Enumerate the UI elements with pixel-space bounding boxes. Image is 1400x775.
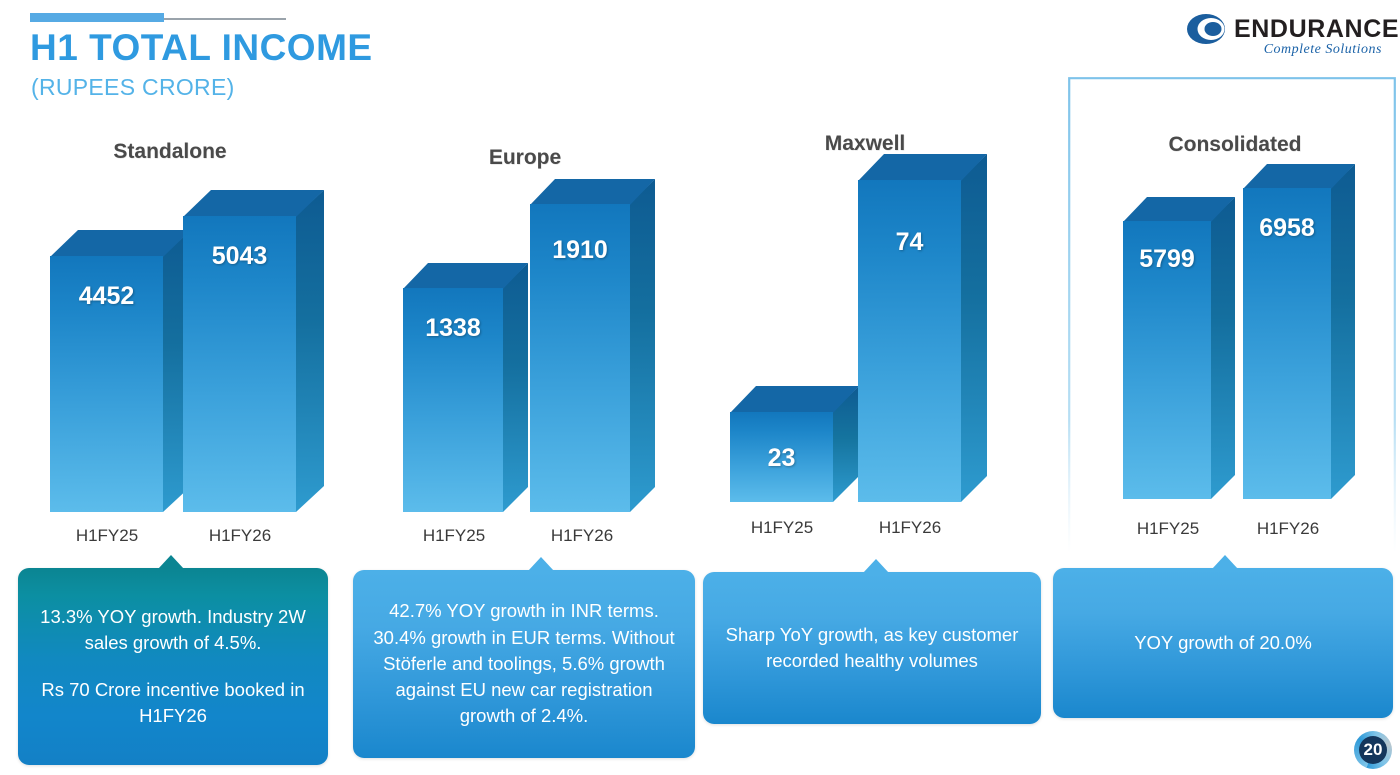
axis-label-h1fy26: H1FY26 bbox=[208, 526, 272, 545]
callout-tail bbox=[863, 559, 889, 573]
bar-front-face bbox=[50, 256, 163, 512]
page-subtitle: (RUPEES CRORE) bbox=[31, 74, 235, 100]
bar-top-face bbox=[403, 263, 528, 289]
axis-label-h1fy25: H1FY25 bbox=[75, 526, 139, 545]
bar-side-face bbox=[630, 179, 655, 512]
axis-label-h1fy26: H1FY26 bbox=[878, 518, 942, 537]
maxwell-callout: Sharp YoY growth, as key customer record… bbox=[703, 559, 1041, 724]
endurance-ring-icon bbox=[1187, 14, 1225, 44]
bar-consolidated-h1fy26[interactable]: 6958 bbox=[1243, 164, 1355, 499]
bar-group-consolidated: Consolidated 5799 H1FY25 bbox=[1085, 133, 1385, 553]
bar-top-face bbox=[530, 179, 655, 205]
group-title: Europe bbox=[488, 146, 562, 169]
consolidated-callout: YOY growth of 20.0% bbox=[1053, 555, 1393, 718]
callout-line: 42.7% YOY growth in INR terms. 30.4% gro… bbox=[373, 600, 675, 727]
bar-europe-h1fy26[interactable]: 1910 bbox=[530, 179, 655, 512]
callout-line: Rs 70 Crore incentive booked in H1FY26 bbox=[41, 678, 305, 726]
header-accent-rule bbox=[164, 18, 286, 20]
axis-label-h1fy26: H1FY26 bbox=[550, 526, 614, 545]
bar-top-face bbox=[1123, 197, 1235, 222]
callout-line: 13.3% YOY growth. Industry 2W sales grow… bbox=[40, 605, 306, 654]
axis-label-h1fy25: H1FY25 bbox=[422, 526, 486, 545]
callout-line: Sharp YoY growth, as key customer record… bbox=[725, 623, 1019, 671]
bar-maxwell-h1fy26[interactable]: 74 bbox=[858, 154, 987, 502]
bar-side-face bbox=[961, 154, 987, 502]
standalone-callout: 13.3% YOY growth. Industry 2W sales grow… bbox=[18, 555, 328, 765]
bar-value-label: 6958 bbox=[1259, 214, 1315, 242]
bar-top-face bbox=[1243, 164, 1355, 189]
bar-value-label: 1338 bbox=[425, 314, 481, 342]
bar-side-face bbox=[1331, 164, 1355, 499]
brand-logo: ENDURANCE Complete Solutions bbox=[1176, 8, 1399, 66]
bar-value-label: 23 bbox=[767, 444, 796, 472]
page-title: H1 TOTAL INCOME bbox=[30, 27, 373, 68]
bar-top-face bbox=[730, 386, 859, 413]
bar-value-label: 74 bbox=[895, 228, 924, 256]
bar-group-europe: Europe 1338 H1FY25 bbox=[375, 146, 675, 566]
bar-value-label: 5043 bbox=[211, 242, 268, 270]
bar-side-face bbox=[296, 190, 324, 512]
bar-value-label: 4452 bbox=[78, 282, 135, 310]
logo-tagline: Complete Solutions bbox=[1263, 42, 1382, 57]
bar-front-face bbox=[530, 204, 630, 512]
bar-group-standalone: Standalone 4452 H1FY25 bbox=[20, 140, 324, 560]
header-accent-bar bbox=[30, 13, 164, 22]
consolidated-highlight-frame bbox=[1068, 77, 1396, 553]
bar-europe-h1fy25[interactable]: 1338 bbox=[403, 263, 528, 512]
bar-front-face bbox=[858, 180, 961, 502]
logo-wordmark: ENDURANCE bbox=[1234, 15, 1400, 43]
group-title: Standalone bbox=[113, 140, 227, 163]
callout-tail bbox=[528, 557, 554, 571]
bar-consolidated-h1fy25[interactable]: 5799 bbox=[1123, 197, 1235, 499]
axis-label-h1fy25: H1FY25 bbox=[750, 518, 814, 537]
bar-side-face bbox=[503, 263, 528, 512]
bar-top-face bbox=[183, 190, 324, 217]
bar-value-label: 1910 bbox=[552, 236, 608, 264]
bar-front-face bbox=[183, 216, 296, 512]
bar-top-face bbox=[858, 154, 987, 181]
europe-callout: 42.7% YOY growth in INR terms. 30.4% gro… bbox=[353, 557, 695, 758]
callout-tail bbox=[158, 555, 184, 569]
bar-front-face bbox=[1243, 188, 1331, 499]
callout-line: YOY growth of 20.0% bbox=[1134, 631, 1312, 653]
bar-standalone-h1fy25[interactable]: 4452 bbox=[50, 230, 191, 512]
axis-label-h1fy25: H1FY25 bbox=[1136, 519, 1200, 538]
bar-value-label: 5799 bbox=[1139, 245, 1195, 273]
page-number-badge: 20 bbox=[1354, 731, 1392, 769]
bar-top-face bbox=[50, 230, 191, 257]
bar-front-face bbox=[403, 288, 503, 512]
bar-standalone-h1fy26[interactable]: 5043 bbox=[183, 190, 324, 512]
page-number: 20 bbox=[1359, 736, 1387, 764]
bar-group-maxwell: Maxwell 23 H1FY25 bbox=[705, 132, 1025, 552]
group-title: Consolidated bbox=[1168, 133, 1302, 156]
bar-front-face bbox=[730, 412, 833, 502]
bar-maxwell-h1fy25[interactable]: 23 bbox=[730, 386, 859, 502]
callout-tail bbox=[1212, 555, 1238, 569]
bar-side-face bbox=[1211, 197, 1235, 499]
axis-label-h1fy26: H1FY26 bbox=[1256, 519, 1320, 538]
bar-side-face bbox=[833, 386, 859, 502]
bar-front-face bbox=[1123, 221, 1211, 499]
group-title: Maxwell bbox=[824, 132, 906, 155]
